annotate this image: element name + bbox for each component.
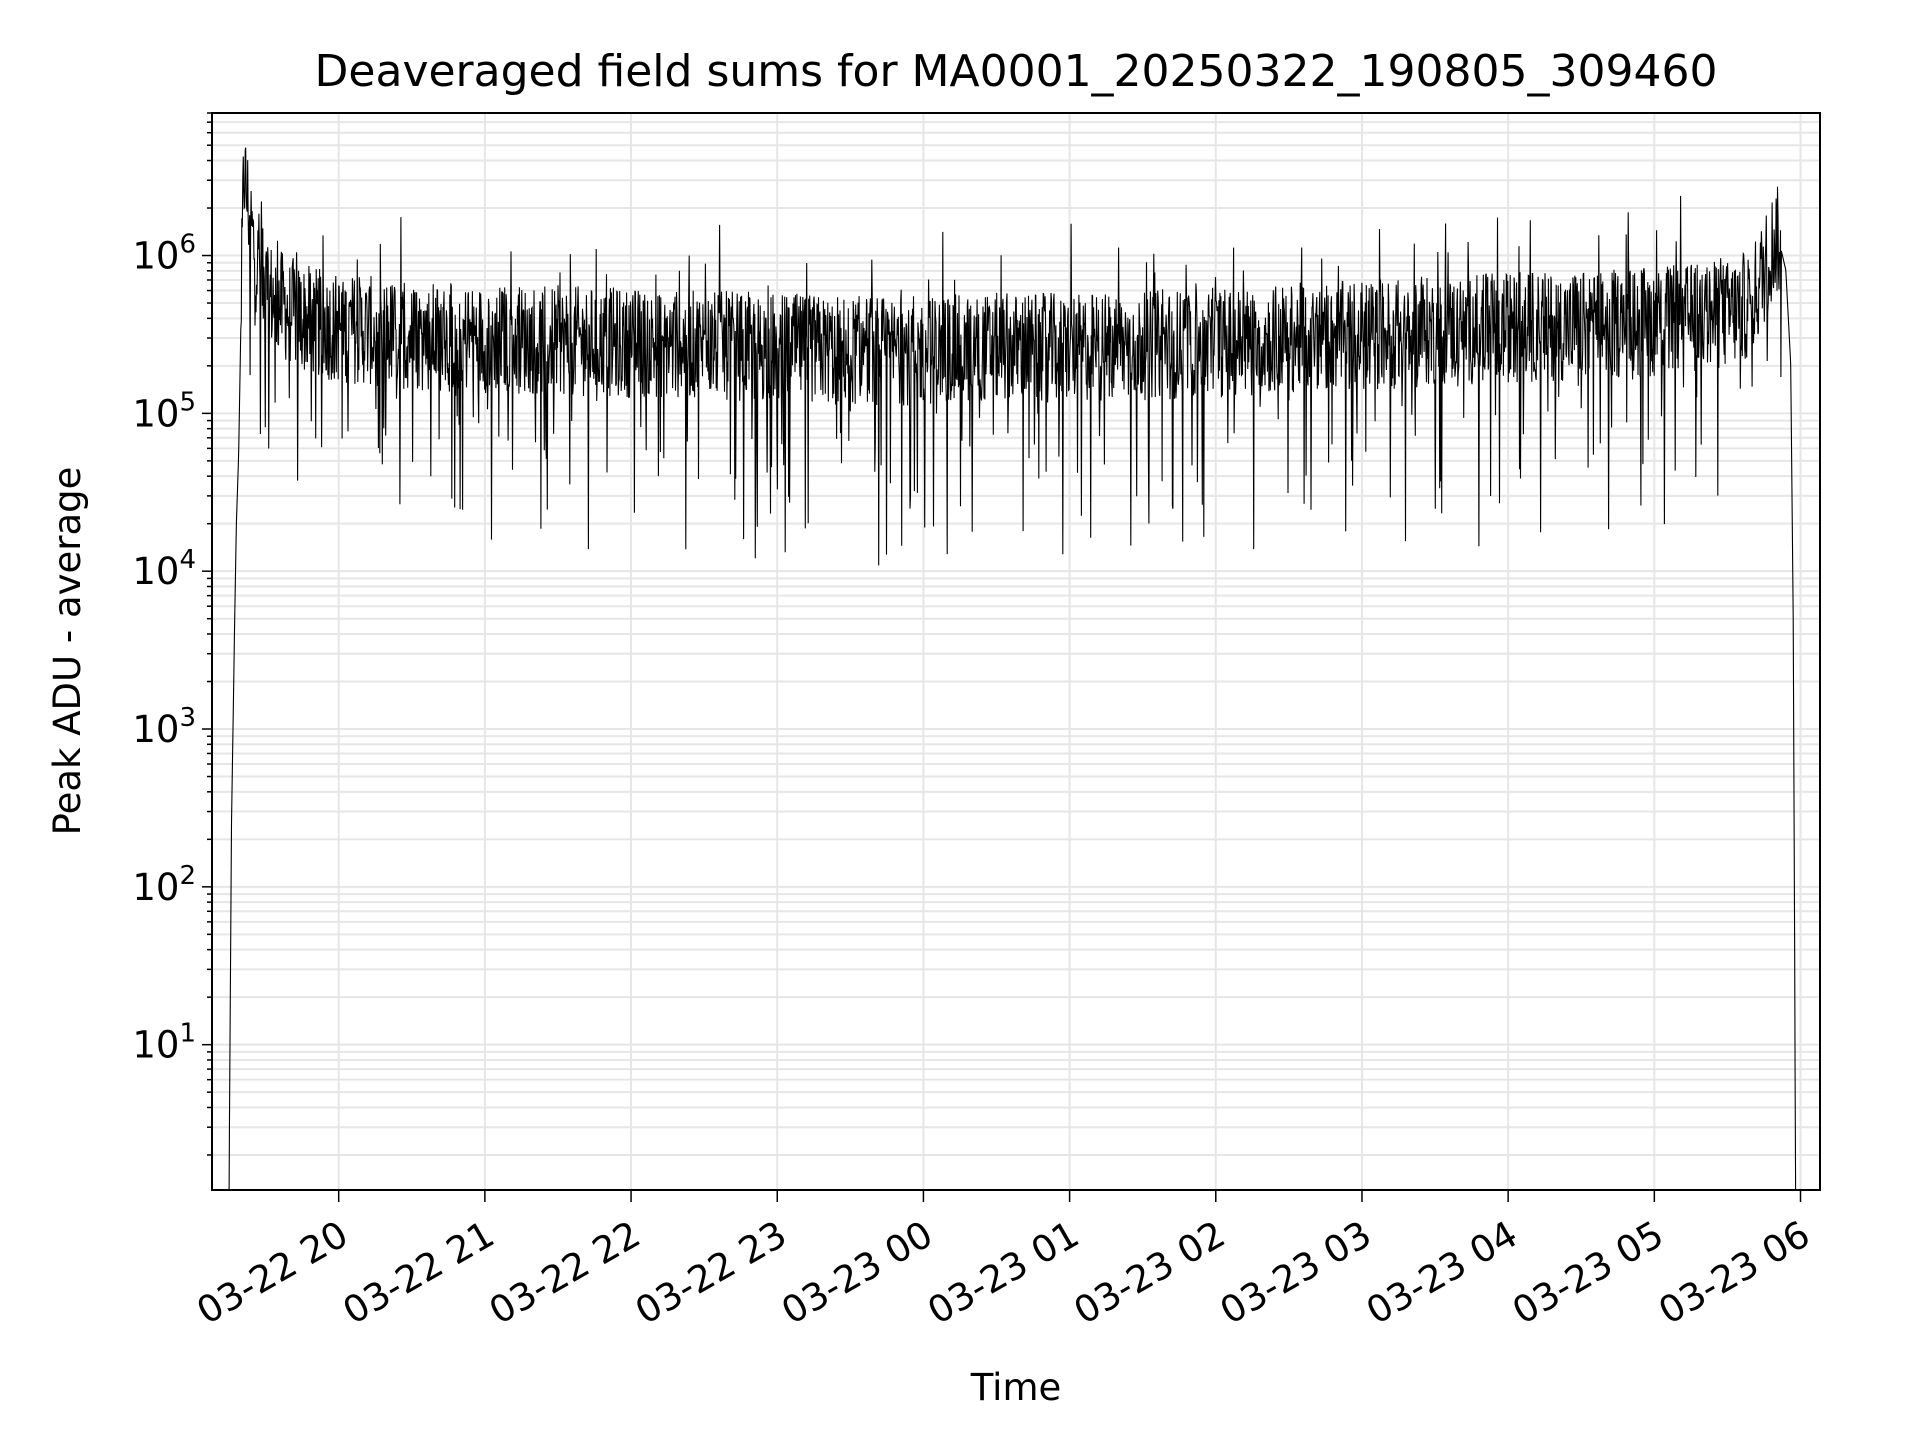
x-tick-label: 03-22 23 [628, 1213, 794, 1333]
y-axis-ticks: 101 102 103 104 105 106 [132, 112, 212, 1156]
y-tick-label: 105 [132, 387, 196, 435]
data-line-layer [228, 147, 1797, 1191]
y-tick-label: 104 [132, 545, 196, 593]
x-tick-label: 03-22 21 [336, 1213, 502, 1333]
grid [212, 112, 1820, 1190]
x-tick-label: 03-23 03 [1213, 1213, 1379, 1333]
axes-frame [211, 112, 1821, 1191]
y-tick-label: 106 [132, 230, 196, 278]
x-axis-label: Time [970, 1366, 1062, 1409]
x-tick-label: 03-23 04 [1359, 1213, 1525, 1333]
x-tick-label: 03-22 20 [190, 1213, 356, 1333]
y-tick-label: 101 [132, 1019, 196, 1067]
y-tick-label: 103 [132, 703, 196, 751]
y-axis-label: Peak ADU - average [46, 467, 89, 836]
x-tick-label: 03-23 01 [921, 1213, 1087, 1333]
y-tick-label: 102 [132, 861, 196, 909]
x-tick-label: 03-23 00 [774, 1213, 940, 1333]
x-tick-label: 03-23 02 [1067, 1213, 1233, 1333]
data-line [228, 147, 1797, 1191]
x-tick-label: 03-22 22 [482, 1213, 648, 1333]
chart-title: Deaveraged field sums for MA0001_2025032… [315, 46, 1718, 97]
x-tick-label: 03-23 06 [1651, 1213, 1817, 1333]
x-tick-label: 03-23 05 [1505, 1213, 1671, 1333]
